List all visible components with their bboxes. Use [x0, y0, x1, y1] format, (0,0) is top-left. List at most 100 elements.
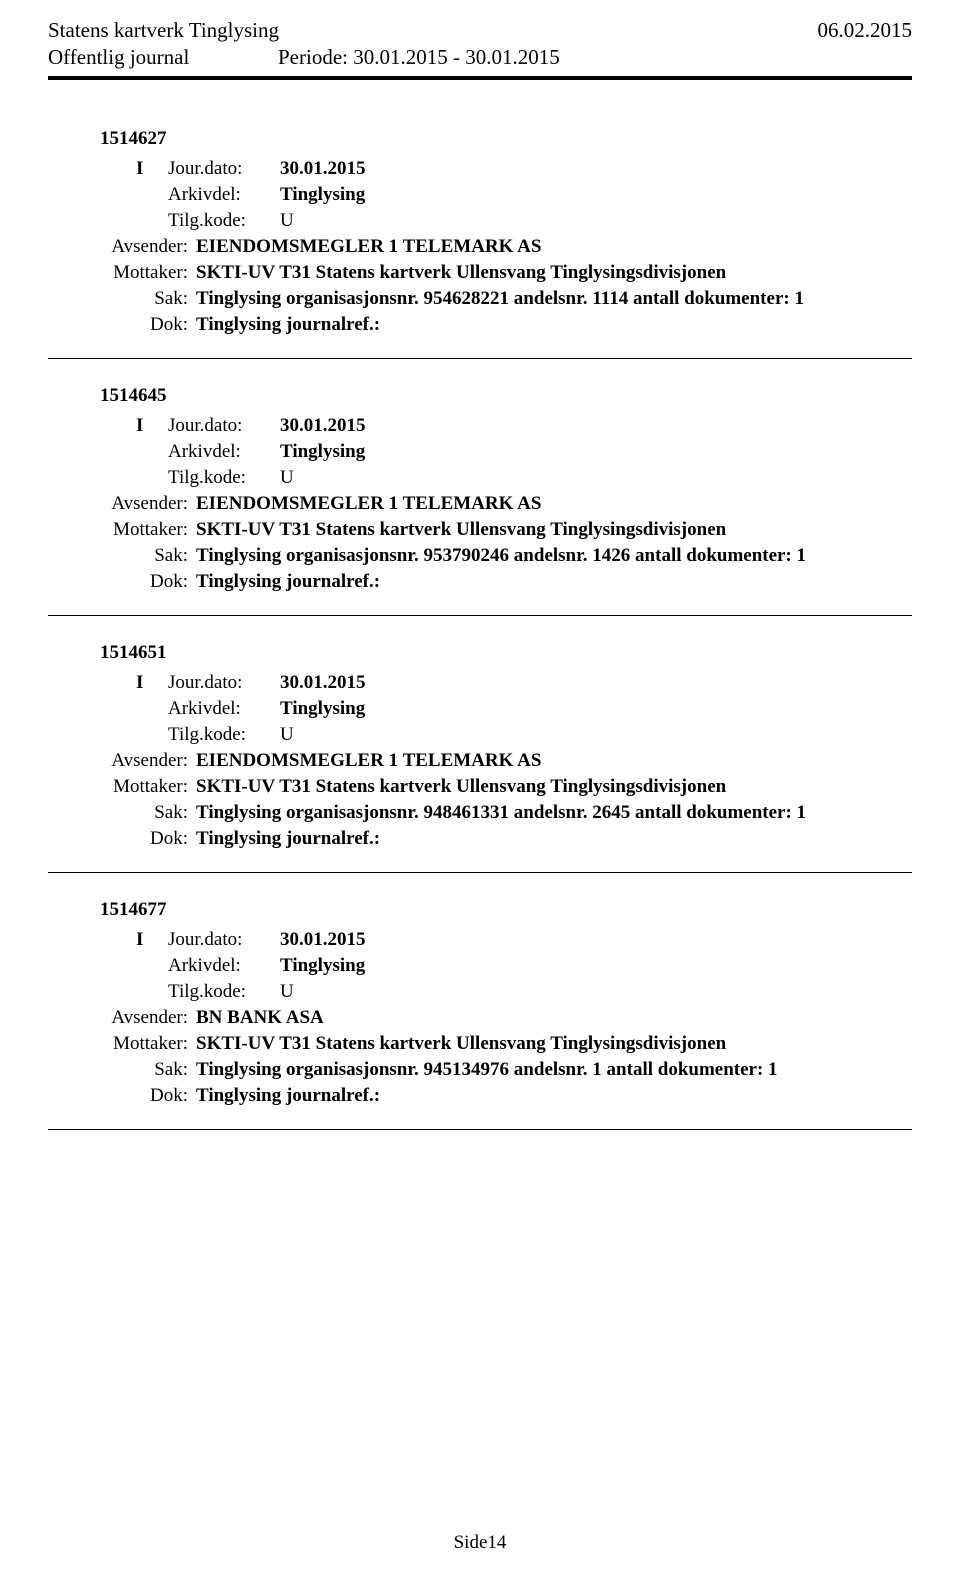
- avsender-row: Avsender: EIENDOMSMEGLER 1 TELEMARK AS: [100, 236, 912, 258]
- entry-type: I: [136, 672, 168, 694]
- jourdato-value: 30.01.2015: [280, 415, 366, 437]
- subheader-row: Offentlig journal Periode: 30.01.2015 - …: [48, 45, 912, 70]
- dok-row: Dok: Tinglysing journalref.:: [100, 1085, 912, 1107]
- jourdato-row: I Jour.dato: 30.01.2015: [136, 158, 912, 180]
- header-row: Statens kartverk Tinglysing 06.02.2015: [48, 18, 912, 43]
- mottaker-row: Mottaker: SKTI-UV T31 Statens kartverk U…: [100, 262, 912, 284]
- journal-entry: 1514627 I Jour.dato: 30.01.2015 Arkivdel…: [100, 128, 912, 336]
- arkivdel-label: Arkivdel:: [168, 441, 268, 463]
- period: Periode: 30.01.2015 - 30.01.2015: [278, 45, 560, 70]
- entry-id: 1514645: [100, 385, 912, 407]
- header-org: Statens kartverk Tinglysing: [48, 18, 279, 43]
- entry-type: I: [136, 929, 168, 951]
- mottaker-label: Mottaker:: [100, 519, 188, 541]
- mottaker-label: Mottaker:: [100, 262, 188, 284]
- tilgkode-label: Tilg.kode:: [168, 467, 268, 489]
- arkivdel-value: Tinglysing: [280, 698, 365, 720]
- tilgkode-label: Tilg.kode:: [168, 724, 268, 746]
- jourdato-row: I Jour.dato: 30.01.2015: [136, 415, 912, 437]
- dok-value: Tinglysing journalref.:: [196, 828, 912, 850]
- sak-row: Sak: Tinglysing organisasjonsnr. 9451349…: [100, 1059, 912, 1081]
- avsender-label: Avsender:: [100, 1007, 188, 1029]
- arkivdel-label: Arkivdel:: [168, 955, 268, 977]
- tilgkode-label: Tilg.kode:: [168, 210, 268, 232]
- mottaker-row: Mottaker: SKTI-UV T31 Statens kartverk U…: [100, 776, 912, 798]
- jourdato-label: Jour.dato:: [168, 929, 268, 951]
- header-rule: [48, 76, 912, 80]
- entry-rule: [48, 872, 912, 873]
- dok-value: Tinglysing journalref.:: [196, 314, 912, 336]
- entry-id: 1514677: [100, 899, 912, 921]
- sak-row: Sak: Tinglysing organisasjonsnr. 9537902…: [100, 545, 912, 567]
- mottaker-value: SKTI-UV T31 Statens kartverk Ullensvang …: [196, 519, 912, 541]
- page-number: Side14: [0, 1532, 960, 1554]
- journal-entry: 1514677 I Jour.dato: 30.01.2015 Arkivdel…: [100, 899, 912, 1107]
- arkivdel-row: Arkivdel: Tinglysing: [136, 698, 912, 720]
- mottaker-value: SKTI-UV T31 Statens kartverk Ullensvang …: [196, 262, 912, 284]
- period-value: 30.01.2015 - 30.01.2015: [353, 45, 560, 69]
- dok-label: Dok:: [100, 314, 188, 336]
- mottaker-value: SKTI-UV T31 Statens kartverk Ullensvang …: [196, 776, 912, 798]
- arkivdel-label: Arkivdel:: [168, 184, 268, 206]
- sak-label: Sak:: [100, 288, 188, 310]
- jourdato-row: I Jour.dato: 30.01.2015: [136, 672, 912, 694]
- jourdato-label: Jour.dato:: [168, 158, 268, 180]
- dok-row: Dok: Tinglysing journalref.:: [100, 571, 912, 593]
- sak-label: Sak:: [100, 1059, 188, 1081]
- avsender-label: Avsender:: [100, 236, 188, 258]
- jourdato-value: 30.01.2015: [280, 929, 366, 951]
- tilgkode-row: Tilg.kode: U: [136, 210, 912, 232]
- tilgkode-row: Tilg.kode: U: [136, 724, 912, 746]
- sak-label: Sak:: [100, 802, 188, 824]
- avsender-value: EIENDOMSMEGLER 1 TELEMARK AS: [196, 750, 912, 772]
- mottaker-value: SKTI-UV T31 Statens kartverk Ullensvang …: [196, 1033, 912, 1055]
- sak-value: Tinglysing organisasjonsnr. 953790246 an…: [196, 545, 912, 567]
- avsender-value: EIENDOMSMEGLER 1 TELEMARK AS: [196, 493, 912, 515]
- mottaker-row: Mottaker: SKTI-UV T31 Statens kartverk U…: [100, 519, 912, 541]
- jourdato-value: 30.01.2015: [280, 672, 366, 694]
- entry-id: 1514651: [100, 642, 912, 664]
- period-label: Periode:: [278, 45, 348, 69]
- entry-rule: [48, 1129, 912, 1130]
- arkivdel-value: Tinglysing: [280, 955, 365, 977]
- mottaker-label: Mottaker:: [100, 1033, 188, 1055]
- jourdato-label: Jour.dato:: [168, 415, 268, 437]
- arkivdel-label: Arkivdel:: [168, 698, 268, 720]
- journal-entry: 1514645 I Jour.dato: 30.01.2015 Arkivdel…: [100, 385, 912, 593]
- tilgkode-value: U: [280, 724, 294, 746]
- dok-label: Dok:: [100, 571, 188, 593]
- avsender-value: EIENDOMSMEGLER 1 TELEMARK AS: [196, 236, 912, 258]
- dok-value: Tinglysing journalref.:: [196, 571, 912, 593]
- entry-rule: [48, 615, 912, 616]
- sak-row: Sak: Tinglysing organisasjonsnr. 9484613…: [100, 802, 912, 824]
- jourdato-label: Jour.dato:: [168, 672, 268, 694]
- mottaker-row: Mottaker: SKTI-UV T31 Statens kartverk U…: [100, 1033, 912, 1055]
- avsender-row: Avsender: EIENDOMSMEGLER 1 TELEMARK AS: [100, 493, 912, 515]
- sak-value: Tinglysing organisasjonsnr. 948461331 an…: [196, 802, 912, 824]
- avsender-label: Avsender:: [100, 493, 188, 515]
- sak-label: Sak:: [100, 545, 188, 567]
- arkivdel-row: Arkivdel: Tinglysing: [136, 955, 912, 977]
- dok-row: Dok: Tinglysing journalref.:: [100, 828, 912, 850]
- sak-value: Tinglysing organisasjonsnr. 954628221 an…: [196, 288, 912, 310]
- entry-type: I: [136, 415, 168, 437]
- tilgkode-label: Tilg.kode:: [168, 981, 268, 1003]
- dok-label: Dok:: [100, 1085, 188, 1107]
- avsender-label: Avsender:: [100, 750, 188, 772]
- sak-row: Sak: Tinglysing organisasjonsnr. 9546282…: [100, 288, 912, 310]
- tilgkode-value: U: [280, 467, 294, 489]
- avsender-value: BN BANK ASA: [196, 1007, 912, 1029]
- jourdato-row: I Jour.dato: 30.01.2015: [136, 929, 912, 951]
- entry-id: 1514627: [100, 128, 912, 150]
- sak-value: Tinglysing organisasjonsnr. 945134976 an…: [196, 1059, 912, 1081]
- arkivdel-row: Arkivdel: Tinglysing: [136, 441, 912, 463]
- tilgkode-value: U: [280, 981, 294, 1003]
- dok-row: Dok: Tinglysing journalref.:: [100, 314, 912, 336]
- tilgkode-row: Tilg.kode: U: [136, 981, 912, 1003]
- tilgkode-value: U: [280, 210, 294, 232]
- journal-entry: 1514651 I Jour.dato: 30.01.2015 Arkivdel…: [100, 642, 912, 850]
- avsender-row: Avsender: BN BANK ASA: [100, 1007, 912, 1029]
- tilgkode-row: Tilg.kode: U: [136, 467, 912, 489]
- dok-value: Tinglysing journalref.:: [196, 1085, 912, 1107]
- header-date: 06.02.2015: [818, 18, 913, 43]
